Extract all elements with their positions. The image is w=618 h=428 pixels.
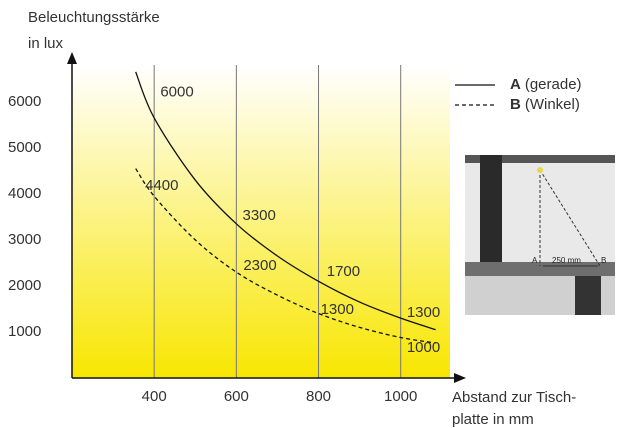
legend-name: B — [510, 96, 521, 113]
curve — [135, 71, 436, 331]
legend-label: A (gerade) — [510, 76, 582, 93]
y-tick-label: 2000 — [8, 277, 41, 294]
annotation: 3300 — [243, 207, 276, 224]
annotation: 2300 — [243, 257, 276, 274]
y-label: in lux — [28, 35, 64, 52]
legend-name: A — [510, 76, 521, 93]
y-tick-label: 6000 — [8, 93, 41, 110]
y-tick-label: 4000 — [8, 185, 41, 202]
x-arrow — [454, 373, 466, 383]
inset-label: B — [601, 256, 606, 265]
plot-background — [72, 65, 450, 378]
y-arrow — [67, 52, 77, 64]
annotation: 1300 — [407, 304, 440, 321]
legend-description: (gerade) — [525, 76, 582, 93]
x-label: Abstand zur Tisch- — [452, 389, 576, 406]
inset-photo: A B 250 mm — [465, 155, 615, 315]
legend-label: B (Winkel) — [510, 96, 580, 113]
curve — [135, 168, 436, 344]
y-label: Beleuchtungsstärke — [28, 9, 160, 26]
x-tick-label: 800 — [306, 388, 331, 405]
legend-description: (Winkel) — [525, 96, 580, 113]
annotation: 1300 — [321, 301, 354, 318]
x-tick-label: 600 — [224, 388, 249, 405]
annotation: 1700 — [327, 263, 360, 280]
inset-label: 250 mm — [552, 256, 581, 265]
y-tick-label: 1000 — [8, 323, 41, 340]
y-tick-label: 3000 — [8, 231, 41, 248]
x-tick-label: 1000 — [384, 388, 417, 405]
annotation: 4400 — [145, 177, 178, 194]
annotation: 6000 — [160, 84, 193, 101]
x-label: platte in mm — [452, 411, 534, 428]
x-tick-label: 400 — [142, 388, 167, 405]
annotation: 1000 — [407, 339, 440, 356]
inset-label: A — [532, 256, 538, 265]
y-tick-label: 5000 — [8, 139, 41, 156]
